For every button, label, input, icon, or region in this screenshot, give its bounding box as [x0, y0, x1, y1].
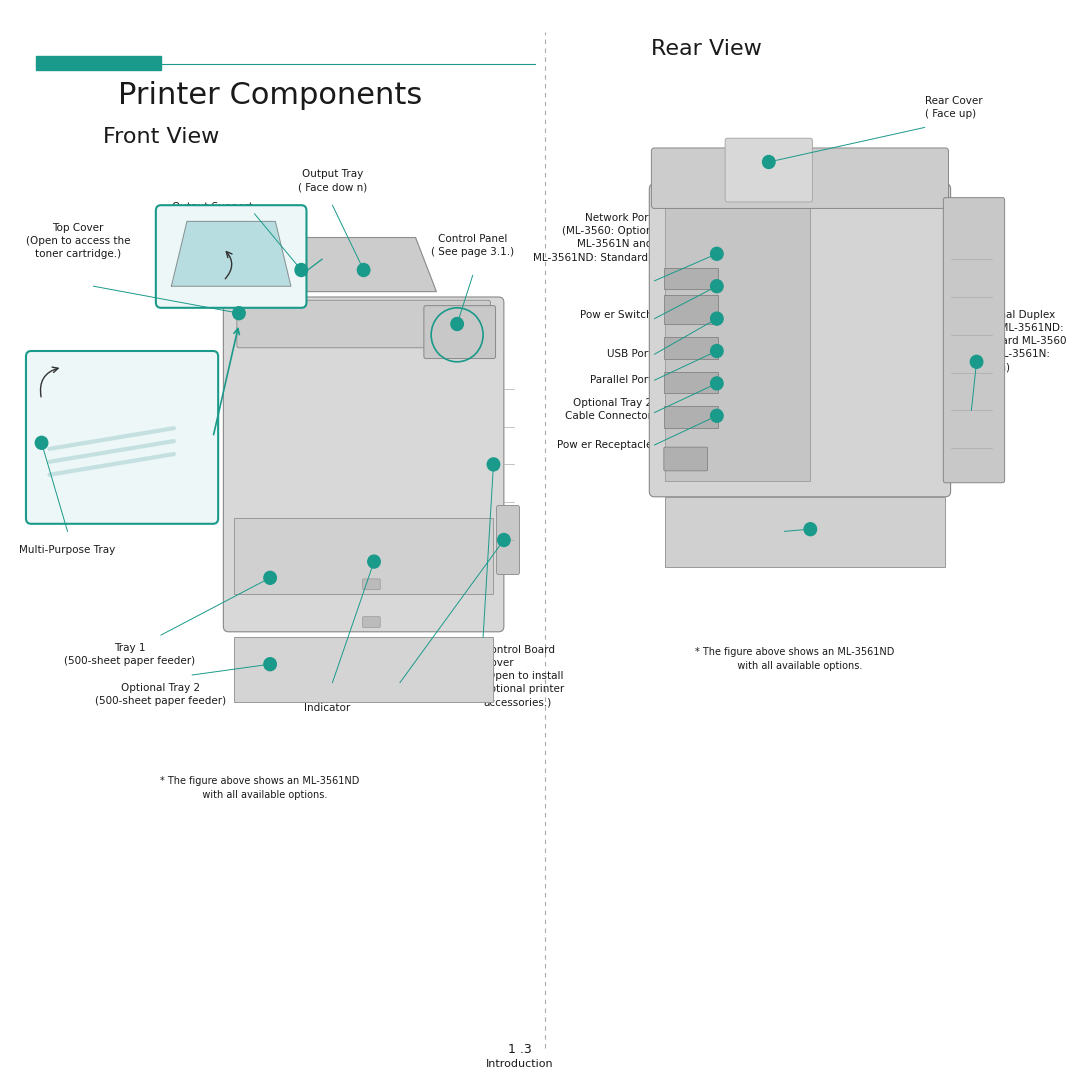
Circle shape — [232, 307, 245, 320]
Circle shape — [450, 318, 463, 330]
Circle shape — [264, 571, 276, 584]
Polygon shape — [259, 238, 436, 292]
Text: Parallel Port: Parallel Port — [590, 375, 652, 386]
FancyBboxPatch shape — [665, 200, 810, 481]
Text: Paper Level
Indicator: Paper Level Indicator — [297, 690, 357, 713]
Text: Optional Tray 2
Cable Connector: Optional Tray 2 Cable Connector — [566, 397, 652, 421]
Text: Introduction: Introduction — [486, 1058, 553, 1069]
Circle shape — [368, 555, 380, 568]
FancyBboxPatch shape — [664, 447, 707, 471]
Text: Pow er Switch: Pow er Switch — [580, 310, 652, 321]
FancyArrowPatch shape — [50, 441, 174, 462]
Circle shape — [711, 377, 724, 390]
FancyBboxPatch shape — [156, 205, 307, 308]
FancyBboxPatch shape — [497, 505, 519, 575]
FancyBboxPatch shape — [237, 300, 490, 348]
Circle shape — [805, 523, 816, 536]
FancyBboxPatch shape — [233, 637, 494, 702]
Circle shape — [264, 658, 276, 671]
Text: Rear View: Rear View — [651, 39, 761, 58]
FancyBboxPatch shape — [363, 617, 380, 627]
FancyBboxPatch shape — [943, 198, 1004, 483]
Text: Network Port
(ML-3560: Option
ML-3561N and
ML-3561ND: Standard): Network Port (ML-3560: Option ML-3561N a… — [534, 213, 652, 262]
Text: Rear Cover
( Face up): Rear Cover ( Face up) — [924, 96, 982, 119]
Circle shape — [487, 458, 500, 471]
Text: Control Board
Cover
(Open to install
optional printer
accessories.): Control Board Cover (Open to install opt… — [483, 645, 565, 707]
FancyBboxPatch shape — [664, 268, 718, 289]
Circle shape — [711, 312, 724, 325]
Text: Tray 1
(500-sheet paper feeder): Tray 1 (500-sheet paper feeder) — [65, 643, 195, 665]
Text: Pow er Receptacle: Pow er Receptacle — [557, 440, 652, 450]
Text: Front View: Front View — [103, 127, 219, 147]
FancyBboxPatch shape — [664, 372, 718, 393]
Polygon shape — [172, 221, 291, 286]
Text: Output Support: Output Support — [173, 202, 254, 213]
FancyBboxPatch shape — [664, 295, 718, 324]
FancyBboxPatch shape — [363, 579, 380, 590]
Text: Control Panel
( See page 3.1.): Control Panel ( See page 3.1.) — [431, 234, 514, 257]
FancyBboxPatch shape — [651, 148, 948, 208]
Text: Optional Duplex
Unit (ML-3561ND:
Standard ML-3560
and ML-3561N:
Option): Optional Duplex Unit (ML-3561ND: Standar… — [971, 310, 1067, 373]
FancyBboxPatch shape — [37, 56, 161, 70]
FancyArrowPatch shape — [50, 454, 174, 475]
FancyBboxPatch shape — [725, 138, 812, 202]
Text: Optional Tray 2
Cable: Optional Tray 2 Cable — [717, 537, 796, 559]
Circle shape — [762, 156, 775, 168]
Text: * The figure above shows an ML-3561ND
   with all available options.: * The figure above shows an ML-3561ND wi… — [160, 777, 360, 800]
FancyBboxPatch shape — [233, 518, 494, 594]
FancyBboxPatch shape — [665, 497, 945, 567]
Text: Top Cover
(Open to access the
toner cartridge.): Top Cover (Open to access the toner cart… — [26, 222, 131, 259]
Text: 1 .3: 1 .3 — [508, 1043, 531, 1056]
Circle shape — [295, 264, 308, 276]
FancyBboxPatch shape — [26, 351, 218, 524]
FancyBboxPatch shape — [664, 406, 718, 428]
FancyBboxPatch shape — [649, 184, 950, 497]
Circle shape — [357, 264, 369, 276]
Circle shape — [36, 436, 48, 449]
Text: Handle: Handle — [381, 690, 418, 700]
Circle shape — [711, 280, 724, 293]
FancyBboxPatch shape — [423, 306, 496, 359]
Circle shape — [711, 409, 724, 422]
Circle shape — [970, 355, 983, 368]
Text: Multi-Purpose Tray: Multi-Purpose Tray — [19, 545, 116, 555]
Text: Output Tray
( Face dow n): Output Tray ( Face dow n) — [298, 170, 367, 192]
Circle shape — [711, 247, 724, 260]
Circle shape — [498, 534, 510, 546]
Text: * The figure above shows an ML-3561ND
   with all available options.: * The figure above shows an ML-3561ND wi… — [696, 647, 894, 671]
Text: Optional Tray 2
(500-sheet paper feeder): Optional Tray 2 (500-sheet paper feeder) — [95, 683, 227, 705]
FancyBboxPatch shape — [664, 337, 718, 359]
Text: Printer Components: Printer Components — [118, 81, 422, 109]
FancyBboxPatch shape — [224, 297, 504, 632]
Circle shape — [711, 345, 724, 357]
Text: USB Port: USB Port — [607, 349, 652, 360]
FancyArrowPatch shape — [50, 428, 174, 449]
